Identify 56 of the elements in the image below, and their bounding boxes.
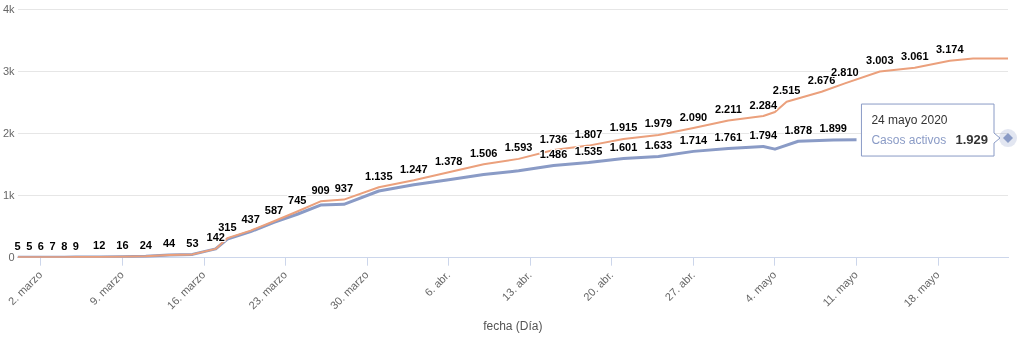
data-label: 1.378 <box>434 154 463 167</box>
data-label: 6 <box>37 239 44 252</box>
data-label: 1.915 <box>609 121 638 134</box>
data-label: 1.714 <box>679 133 709 146</box>
y-tick-label: 0 <box>8 250 15 263</box>
x-tick-label: 13. abr. <box>499 268 534 303</box>
data-label: 5 <box>14 239 21 252</box>
data-label: 16 <box>116 239 129 252</box>
data-label: 1.601 <box>609 140 638 153</box>
data-label: 2.090 <box>679 110 708 123</box>
data-label: 1.899 <box>819 122 847 135</box>
data-label: 1.486 <box>539 148 568 161</box>
data-label: 5 <box>26 239 33 252</box>
y-tick-label: 4k <box>2 2 16 15</box>
data-label: 1.633 <box>644 138 673 151</box>
x-axis-title: fecha (Día) <box>483 319 543 334</box>
data-label: 2.211 <box>714 103 742 116</box>
data-label: 1.506 <box>469 146 498 159</box>
y-tick-label: 2k <box>2 126 16 139</box>
data-label: 1.929 <box>955 132 988 148</box>
data-label: 437 <box>241 213 260 226</box>
data-label: 9 <box>72 239 79 252</box>
data-label: 7 <box>49 239 56 252</box>
data-label: 1.736 <box>539 132 568 145</box>
x-tick-label: 20. abr. <box>580 268 616 303</box>
series-label: Casos activos <box>871 133 950 148</box>
y-tick-label: 3k <box>2 64 16 77</box>
data-label: 1.135 <box>365 169 393 182</box>
x-tick-label: 6. abr. <box>422 268 453 299</box>
data-label: 3.003 <box>866 53 894 66</box>
data-label: 1.535 <box>574 145 603 158</box>
y-tick-label: 1k <box>2 188 16 201</box>
data-label: 1.794 <box>749 128 778 141</box>
annotation: 24 mayo 2020 <box>871 113 948 128</box>
data-label: 937 <box>334 182 354 195</box>
data-label: 3.061 <box>901 50 929 63</box>
data-label: 142 <box>206 231 225 244</box>
x-tick-label: 27. abr. <box>662 268 697 303</box>
data-label: 1.878 <box>784 123 813 136</box>
data-label: 12 <box>93 239 106 252</box>
data-label: 44 <box>162 237 177 250</box>
data-label: 1.593 <box>504 141 533 154</box>
data-label: 1.979 <box>644 117 673 130</box>
data-label: 3.174 <box>935 43 965 56</box>
data-label: 745 <box>288 194 307 207</box>
data-label: 315 <box>218 220 237 233</box>
data-label: 8 <box>61 239 68 252</box>
data-label: 53 <box>186 236 199 249</box>
data-label: 1.247 <box>400 162 428 175</box>
data-label: 1.807 <box>574 128 603 141</box>
data-label: 2.284 <box>749 98 778 111</box>
data-label: 2.515 <box>772 84 801 97</box>
data-label: 909 <box>311 183 330 196</box>
data-label: 1.761 <box>714 131 743 143</box>
data-label: 24 <box>139 238 153 251</box>
data-label: 587 <box>264 203 284 216</box>
